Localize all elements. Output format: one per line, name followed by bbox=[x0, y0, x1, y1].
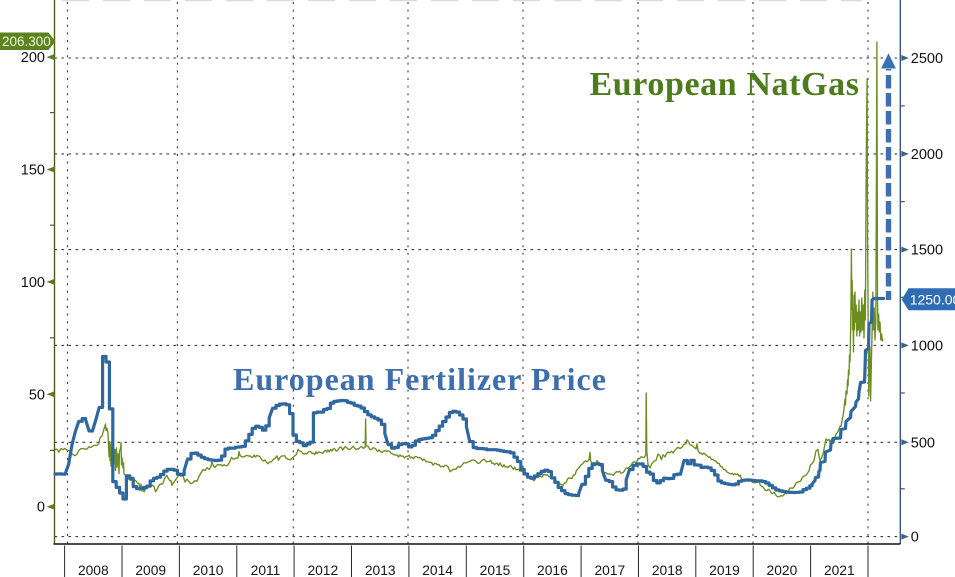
svg-text:2020: 2020 bbox=[767, 563, 798, 577]
svg-text:0: 0 bbox=[37, 500, 45, 516]
svg-text:European NatGas: European NatGas bbox=[590, 66, 860, 103]
svg-text:2017: 2017 bbox=[594, 563, 625, 577]
svg-text:1250.00: 1250.00 bbox=[910, 291, 955, 307]
svg-text:2021: 2021 bbox=[824, 563, 855, 577]
svg-text:2013: 2013 bbox=[365, 563, 396, 577]
svg-text:2010: 2010 bbox=[193, 563, 224, 577]
svg-text:150: 150 bbox=[21, 163, 45, 179]
svg-text:2012: 2012 bbox=[307, 563, 338, 577]
svg-text:2009: 2009 bbox=[135, 563, 166, 577]
svg-text:0: 0 bbox=[911, 530, 919, 546]
svg-text:European Fertilizer Price: European Fertilizer Price bbox=[233, 361, 607, 397]
svg-text:100: 100 bbox=[21, 275, 45, 291]
svg-text:206.300: 206.300 bbox=[2, 34, 51, 49]
svg-text:2500: 2500 bbox=[911, 51, 943, 67]
svg-text:2019: 2019 bbox=[709, 563, 740, 577]
svg-text:2016: 2016 bbox=[537, 563, 568, 577]
svg-text:1000: 1000 bbox=[911, 338, 943, 354]
svg-text:2018: 2018 bbox=[652, 563, 683, 577]
svg-text:2008: 2008 bbox=[78, 563, 109, 577]
svg-text:2015: 2015 bbox=[480, 563, 511, 577]
svg-text:200: 200 bbox=[21, 50, 45, 66]
svg-text:2014: 2014 bbox=[422, 563, 453, 577]
svg-text:500: 500 bbox=[911, 435, 935, 451]
svg-text:2011: 2011 bbox=[251, 563, 281, 577]
svg-text:2000: 2000 bbox=[911, 147, 943, 163]
svg-text:50: 50 bbox=[29, 387, 45, 403]
svg-text:1500: 1500 bbox=[911, 243, 943, 259]
